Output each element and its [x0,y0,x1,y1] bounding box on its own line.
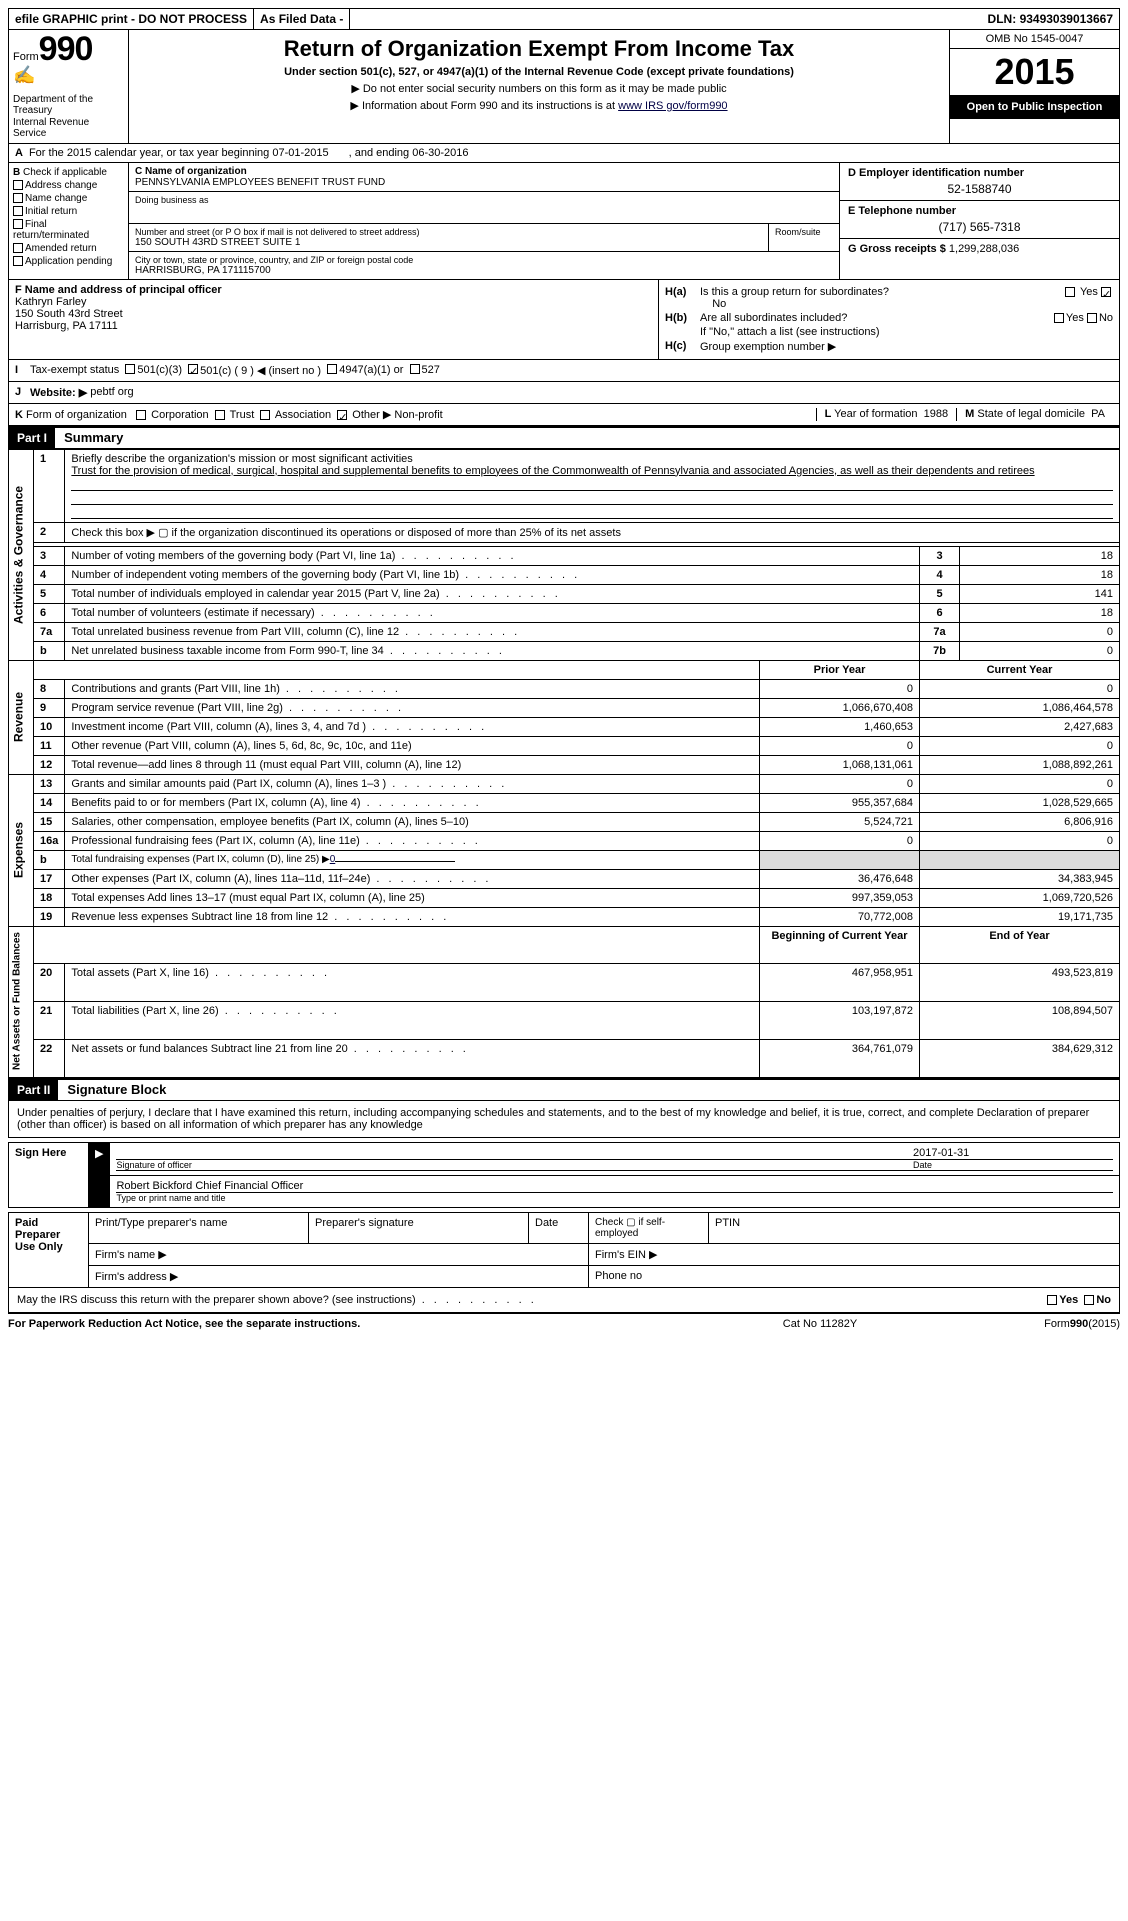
col-d-contact: D Employer identification number 52-1588… [839,163,1119,279]
paid-preparer-table: Paid Preparer Use Only Print/Type prepar… [8,1212,1120,1288]
col-f-officer: F Name and address of principal officer … [9,280,659,359]
row-i-tax-status: I Tax-exempt status 501(c)(3) ✓ 501(c) (… [8,360,1120,382]
footer: For Paperwork Reduction Act Notice, see … [8,1313,1120,1334]
form-title-block: Return of Organization Exempt From Incom… [129,30,949,143]
dln: DLN: 93493039013667 [982,9,1119,29]
irs-link[interactable]: www IRS gov/form990 [618,100,727,112]
part2-header: Part II [9,1080,58,1100]
summary-table: Activities & Governance 1 Briefly descri… [8,449,1120,1078]
row-j-website: J Website: ▶ pebtf org [8,382,1120,404]
side-label-net-assets: Net Assets or Fund Balances [9,926,34,1077]
signature-declaration: Under penalties of perjury, I declare th… [8,1101,1120,1138]
side-label-revenue: Revenue [9,660,34,774]
year-block: OMB No 1545-0047 2015 Open to Public Ins… [949,30,1119,143]
form-title: Return of Organization Exempt From Incom… [139,36,939,62]
col-h-group: H(a) Is this a group return for subordin… [659,280,1119,359]
col-b-checkboxes: B Check if applicable Address change Nam… [9,163,129,279]
row-a: A For the 2015 calendar year, or tax yea… [8,144,1120,163]
form-id-block: Form990 ✍ Department of the Treasury Int… [9,30,129,143]
sign-here-table: Sign Here ▶ 2017-01-31 Signature of offi… [8,1142,1120,1208]
col-c-org-info: C Name of organization PENNSYLVANIA EMPL… [129,163,839,279]
side-label-governance: Activities & Governance [9,449,34,660]
row-k-form-org: K Form of organization Corporation Trust… [8,404,1120,426]
part1-header: Part I [9,428,55,448]
side-label-expenses: Expenses [9,774,34,926]
efile-notice: efile GRAPHIC print - DO NOT PROCESS [9,9,254,29]
as-filed: As Filed Data - [254,9,350,29]
top-bar: efile GRAPHIC print - DO NOT PROCESS As … [8,8,1120,30]
